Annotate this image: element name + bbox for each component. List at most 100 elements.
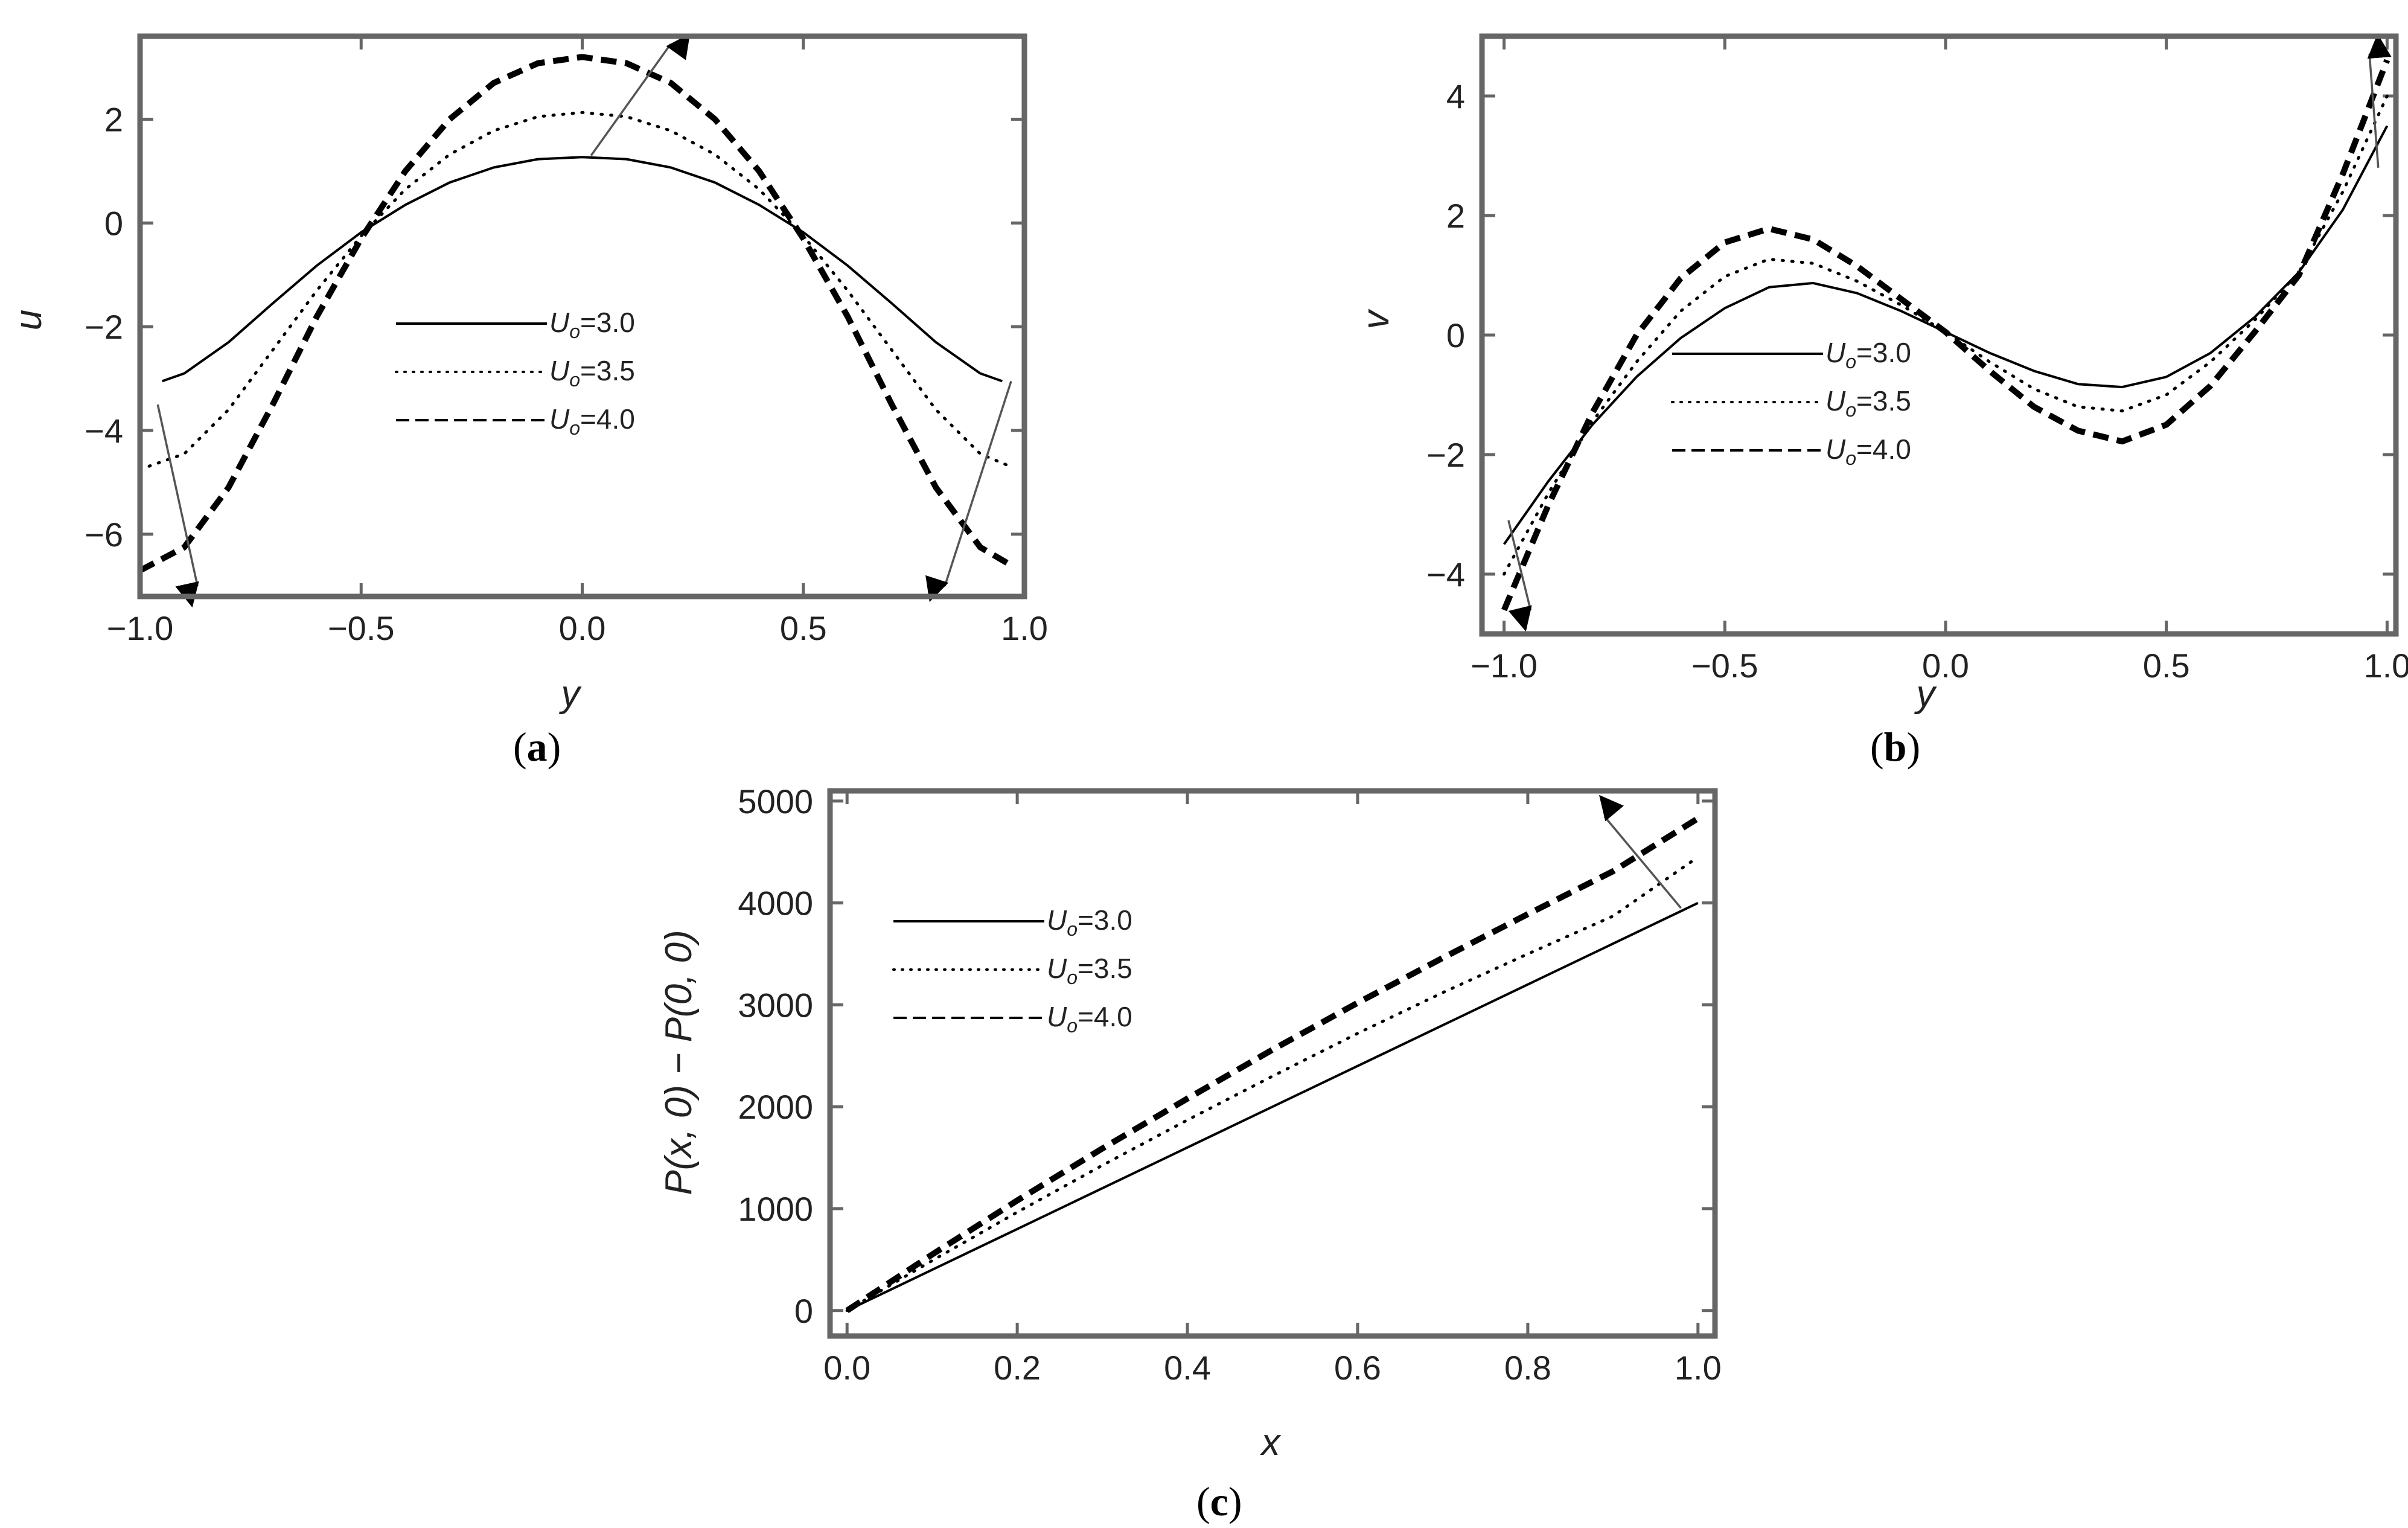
legend-label: Uo=4.0 [1825,433,1911,469]
panel-c-series-line-dashed [845,816,1700,1313]
legend-var-sub: o [1067,1015,1078,1037]
panel-a-ytick-label: −4 [85,412,123,450]
legend-value: =4.0 [580,403,635,435]
panel-c-xtick-label: 0.4 [1164,1349,1211,1387]
panel-c-ylabel: P(x, 0) − P(0, 0) [658,930,700,1195]
panel-c-plot-area: 0.0 0.2 0.4 0.6 0.8 1.0 5000 4000 3000 2000 1000 0 U… [738,782,1721,1387]
panel-a-xtick-label: −1.0 [107,609,174,647]
legend-value: =3.5 [580,355,635,386]
panel-b-frame [1479,33,2399,637]
panel-a-plot-area: −1.0 −0.5 0.0 0.5 1.020−2−4−6Uo=3.0Uo=3.5Uo=… [85,33,1048,647]
panel-c-ytick-label: 5000 [738,782,813,820]
panel-b-xlabel: y [1914,673,1938,715]
legend-var: U [549,307,570,338]
legend-label: Uo=4.0 [1047,1001,1132,1037]
panel-a-caption-letter: a [527,724,548,770]
panel-b-ytick-label: 0 [1446,316,1465,354]
panel-b-caption: (b) [1870,724,1920,770]
legend-var: U [1047,904,1067,936]
legend-var-sub: o [569,417,580,439]
legend-var: U [1825,385,1846,417]
panel-b: −1.0 −0.5 0.0 0.5 1.0420−2−4Uo=3.0Uo=3.5Uo=4… [1355,33,2408,770]
legend-var-sub: o [569,321,580,342]
legend-label: Uo=3.5 [1047,953,1132,988]
panel-b-ytick-label: −4 [1426,555,1465,593]
legend-var: U [1825,337,1846,368]
legend-value: =3.5 [1856,385,1911,417]
legend-var-sub: o [1067,967,1078,988]
legend-var: U [1047,953,1067,984]
panel-c-xtick-label: 0.6 [1334,1349,1381,1387]
panel-a-xlabel: y [559,673,583,715]
panel-c-ytick-label: 3000 [738,986,813,1024]
panel-c-xtick-label: 0.0 [823,1349,870,1387]
panel-b-series-line-dashed [1501,59,2390,612]
panel-c-series-line-solid [846,901,1699,1312]
panel-b-ytick-label: −2 [1426,436,1465,474]
panel-a-ylabel: u [8,310,50,330]
legend-label: Uo=3.5 [549,355,635,391]
legend-value: =3.0 [1078,904,1132,936]
panel-a-frame [137,33,1027,599]
legend-var-sub: o [569,369,580,391]
panel-c-caption: (c) [1196,1478,1242,1524]
legend-label: Uo=4.0 [549,403,635,439]
legend-var-sub: o [1845,351,1856,372]
panel-a-ytick-label: −6 [85,516,123,554]
legend-value: =4.0 [1078,1001,1132,1032]
legend-value: =3.5 [1078,953,1132,984]
panel-c: 0.0 0.2 0.4 0.6 0.8 1.0 5000 4000 3000 2000 1000 0 U… [658,782,1722,1524]
legend-var-sub: o [1067,918,1078,940]
panel-b-xtick-label: −0.5 [1691,647,1758,685]
panel-a: −1.0 −0.5 0.0 0.5 1.020−2−4−6Uo=3.0Uo=3.5Uo=… [8,33,1048,770]
panel-a-series-line-solid [161,156,1003,383]
panel-a-xtick-label: 0.5 [780,609,827,647]
panel-c-ytick-label: 0 [794,1292,813,1330]
legend-var-sub: o [1845,447,1856,469]
legend-var: U [549,355,570,386]
panel-b-xtick-label: 0.0 [1922,647,1969,685]
panel-b-trend-arrow [2367,33,2392,168]
panel-b-ytick-label: 4 [1446,77,1465,115]
panel-b-caption-letter: b [1884,724,1907,770]
panel-a-ytick-label: 0 [104,204,123,242]
legend-label: Uo=3.0 [1825,337,1911,372]
panel-b-ytick-label: 2 [1446,197,1465,235]
panel-b-xtick-label: 0.5 [2143,647,2190,685]
panel-c-xtick-label: 0.8 [1504,1349,1551,1387]
panel-b-xtick-label: 1.0 [2363,647,2408,685]
panel-a-series-line-dotted [138,110,1013,471]
panel-c-ytick-label: 4000 [738,884,813,922]
legend-label: Uo=3.0 [549,307,635,342]
panel-a-trend-arrow [156,404,199,608]
panel-a-series-line-dashed [138,54,1013,574]
legend-label: Uo=3.5 [1825,385,1911,421]
panel-c-caption-letter: c [1210,1478,1228,1524]
panel-a-xtick-label: 1.0 [1001,609,1048,647]
panel-c-ytick-label: 2000 [738,1088,813,1126]
panel-a-trend-arrow [925,380,1012,603]
legend-label: Uo=3.0 [1047,904,1132,940]
panel-a-xtick-label: −0.5 [328,609,395,647]
panel-c-frame [827,788,1718,1339]
legend-var: U [549,403,570,435]
legend-value: =3.0 [580,307,635,338]
panel-b-trend-arrow [1507,520,1532,632]
panel-b-plot-area: −1.0 −0.5 0.0 0.5 1.0420−2−4Uo=3.0Uo=3.5Uo=4… [1426,33,2408,685]
panel-a-legend: Uo=3.0Uo=3.5Uo=4.0 [395,307,635,439]
panel-a-ytick-label: −2 [85,308,123,346]
panel-c-ytick-label: 1000 [738,1190,813,1228]
panel-a-trend-arrow [590,33,691,156]
panel-c-legend: Uo=3.0Uo=3.5Uo=4.0 [892,904,1132,1037]
legend-var: U [1047,1001,1067,1032]
panel-a-caption: (a) [513,724,561,770]
panel-b-xtick-label: −1.0 [1471,647,1538,685]
legend-value: =4.0 [1856,433,1911,465]
panel-c-series-line-dotted [845,855,1700,1312]
legend-var: U [1825,433,1846,465]
panel-a-ytick-label: 2 [104,100,123,138]
panel-c-trend-arrow [1599,794,1682,909]
legend-var-sub: o [1845,399,1856,421]
legend-value: =3.0 [1856,337,1911,368]
